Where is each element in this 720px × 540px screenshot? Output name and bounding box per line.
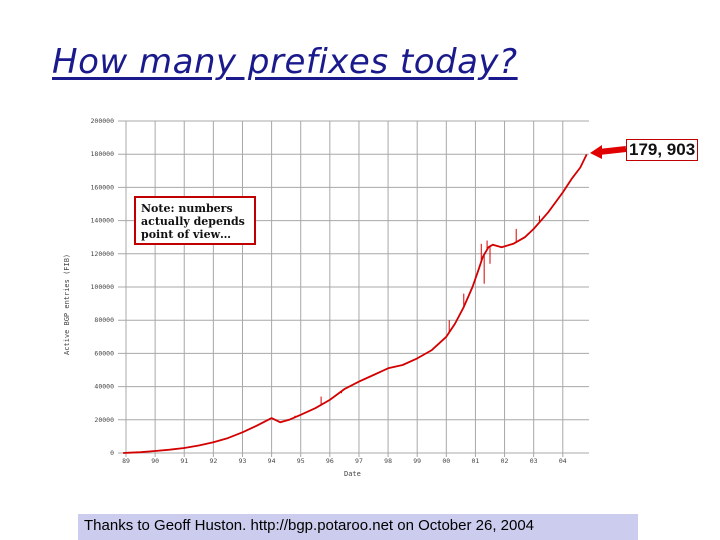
x-tick-label: 93 bbox=[239, 457, 247, 465]
y-tick-label: 160000 bbox=[91, 183, 115, 191]
series-line bbox=[123, 154, 588, 454]
x-tick-label: 02 bbox=[501, 457, 509, 465]
x-tick-label: 92 bbox=[209, 457, 217, 465]
y-tick-label: 120000 bbox=[91, 250, 115, 258]
latest-value-callout: 179, 903 bbox=[626, 139, 699, 161]
y-axis-label: Active BGP entries (FIB) bbox=[63, 254, 71, 355]
callout-arrow bbox=[590, 145, 627, 159]
y-tick-label: 0 bbox=[110, 449, 114, 457]
x-tick-label: 99 bbox=[413, 457, 421, 465]
x-tick-label: 01 bbox=[472, 457, 480, 465]
x-tick-label: 00 bbox=[442, 457, 450, 465]
x-tick-label: 90 bbox=[151, 457, 159, 465]
x-tick-labels: 89 90 91 92 93 94 95 96 97 98 99 00 01 02 03 04 bbox=[122, 457, 567, 465]
y-tick-label: 200000 bbox=[91, 117, 115, 125]
x-tick-label: 98 bbox=[384, 457, 392, 465]
note-box: Note: numbers actually depends point of … bbox=[134, 196, 256, 245]
chart-series bbox=[123, 154, 588, 454]
x-tick-label: 97 bbox=[355, 457, 363, 465]
x-tick-label: 89 bbox=[122, 457, 130, 465]
x-tick-label: 91 bbox=[180, 457, 188, 465]
x-tick-label: 94 bbox=[268, 457, 276, 465]
chart-gridlines bbox=[118, 120, 589, 457]
y-tick-label: 100000 bbox=[91, 283, 115, 291]
y-tick-label: 60000 bbox=[94, 349, 114, 357]
x-tick-label: 95 bbox=[297, 457, 305, 465]
slide-title: How many prefixes today? bbox=[52, 42, 518, 82]
y-tick-label: 80000 bbox=[94, 316, 114, 324]
y-tick-labels: 0 20000 40000 60000 80000 100000 120000 140000 1… bbox=[91, 117, 115, 457]
y-tick-label: 180000 bbox=[91, 150, 115, 158]
y-tick-label: 20000 bbox=[94, 416, 114, 424]
credit-bar: Thanks to Geoff Huston. http://bgp.potar… bbox=[78, 514, 638, 540]
x-axis-label: Date bbox=[344, 470, 361, 478]
x-tick-label: 96 bbox=[326, 457, 334, 465]
y-tick-label: 40000 bbox=[94, 383, 114, 391]
x-tick-label: 04 bbox=[559, 457, 567, 465]
y-tick-label: 140000 bbox=[91, 217, 115, 225]
x-tick-label: 03 bbox=[530, 457, 538, 465]
